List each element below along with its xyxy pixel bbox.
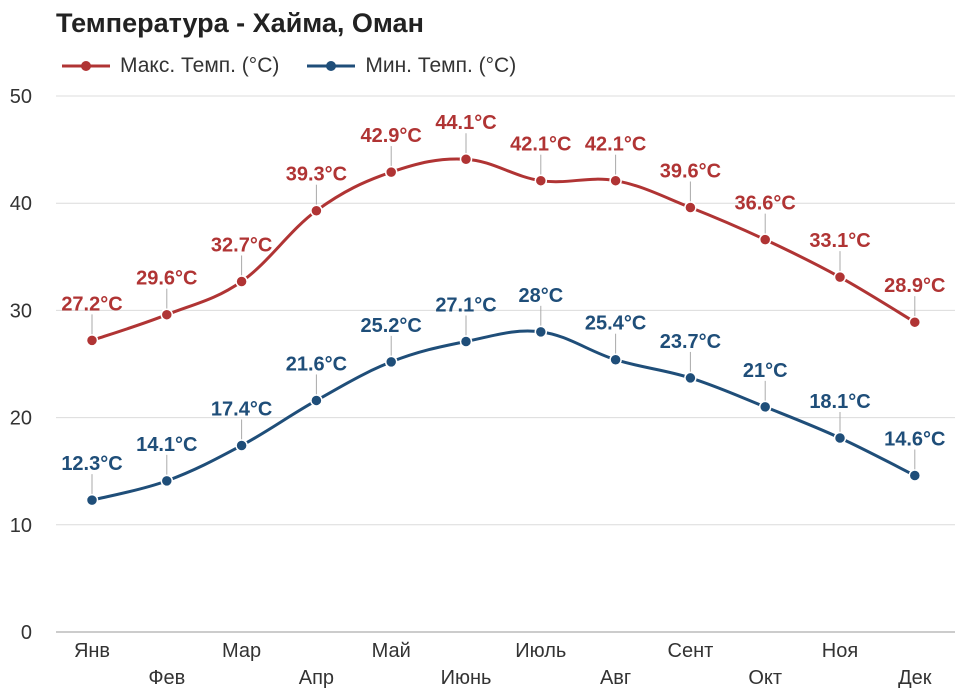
min-temp-point — [459, 335, 473, 348]
min-temp-data-label: 28°C — [518, 285, 563, 307]
y-tick-label: 30 — [10, 300, 32, 322]
legend-min-swatch-icon — [307, 61, 356, 71]
y-tick-label: 50 — [10, 86, 32, 108]
x-tick-label: Сент — [668, 640, 714, 662]
max-temp-point — [833, 270, 847, 284]
max-temp-data-label: 27.2°C — [61, 293, 122, 315]
max-temp-point — [758, 233, 772, 246]
legend-max-label: Макс. Темп. (°C) — [120, 54, 280, 77]
max-temp-data-label: 42.1°C — [585, 134, 646, 156]
max-temp-data-label: 42.9°C — [361, 125, 422, 147]
max-temp-point — [534, 174, 548, 187]
max-temp-data-label: 32.7°C — [211, 234, 272, 256]
min-temp-data-label: 21°C — [743, 360, 788, 382]
max-temp-line — [91, 157, 916, 342]
min-temp-point — [85, 493, 99, 507]
legend-item-max[interactable]: Макс. Темп. (°C) — [60, 54, 279, 78]
max-temp-data-label: 28.9°C — [884, 275, 945, 297]
max-temp-point — [85, 334, 99, 347]
max-temp-point — [459, 152, 473, 166]
x-tick-label: Янв — [74, 640, 110, 662]
min-temp-point — [235, 439, 248, 452]
max-temp-point — [384, 165, 398, 179]
max-temp-data-label: 36.6°C — [735, 193, 796, 215]
chart-legend: Макс. Темп. (°C) Мин. Темп. (°C) — [60, 54, 542, 78]
min-temp-data-label: 14.6°C — [884, 428, 945, 450]
min-temp-data-label: 17.4°C — [211, 398, 272, 420]
x-tick-label: Июль — [515, 640, 566, 662]
x-tick-label: Мар — [222, 640, 261, 662]
max-temp-data-label: 39.6°C — [660, 160, 721, 182]
y-tick-label: 40 — [10, 193, 32, 215]
min-temp-point — [908, 469, 922, 482]
x-tick-label: Апр — [299, 667, 334, 689]
min-temp-point — [310, 394, 323, 407]
min-temp-point — [609, 353, 622, 366]
y-tick-label: 0 — [21, 622, 32, 644]
max-temp-point — [609, 174, 622, 187]
y-tick-label: 20 — [10, 408, 32, 430]
x-tick-label: Май — [372, 640, 411, 662]
max-temp-data-label: 39.3°C — [286, 164, 347, 186]
max-temp-point — [235, 275, 248, 288]
min-temp-line — [91, 329, 916, 502]
min-temp-data-label: 23.7°C — [660, 331, 721, 353]
min-temp-data-label: 25.2°C — [361, 315, 422, 337]
max-temp-data-label: 44.1°C — [435, 112, 496, 134]
x-tick-label: Окт — [748, 667, 782, 689]
min-temp-data-label: 18.1°C — [809, 391, 870, 413]
min-temp-data-label: 27.1°C — [435, 294, 496, 316]
max-temp-point — [684, 201, 697, 214]
max-temp-data-label: 33.1°C — [809, 230, 870, 252]
y-tick-label: 10 — [10, 515, 32, 537]
x-tick-label: Авг — [600, 667, 631, 689]
max-temp-point — [908, 315, 922, 329]
min-temp-point — [684, 371, 697, 385]
min-temp-point — [758, 400, 772, 414]
legend-max-swatch-icon — [62, 61, 110, 71]
x-tick-label: Июнь — [441, 667, 492, 689]
max-temp-point — [160, 308, 174, 321]
min-temp-point — [384, 355, 398, 369]
min-temp-data-label: 25.4°C — [585, 313, 646, 335]
min-temp-data-label: 21.6°C — [286, 353, 347, 375]
max-temp-data-label: 42.1°C — [510, 134, 571, 156]
min-temp-point — [833, 431, 847, 445]
x-tick-label: Ноя — [822, 640, 858, 662]
min-temp-point — [534, 325, 548, 339]
x-tick-label: Дек — [898, 667, 932, 689]
max-temp-point — [310, 204, 323, 217]
min-temp-data-label: 14.1°C — [136, 434, 197, 456]
legend-min-label: Мин. Темп. (°C) — [365, 54, 517, 77]
min-temp-data-label: 12.3°C — [61, 453, 122, 475]
x-tick-label: Фев — [148, 667, 185, 689]
legend-item-min[interactable]: Мин. Темп. (°C) — [305, 54, 516, 78]
max-temp-data-label: 29.6°C — [136, 268, 197, 290]
min-temp-point — [160, 474, 174, 488]
chart-title: Температура - Хайма, Оман — [56, 8, 424, 38]
